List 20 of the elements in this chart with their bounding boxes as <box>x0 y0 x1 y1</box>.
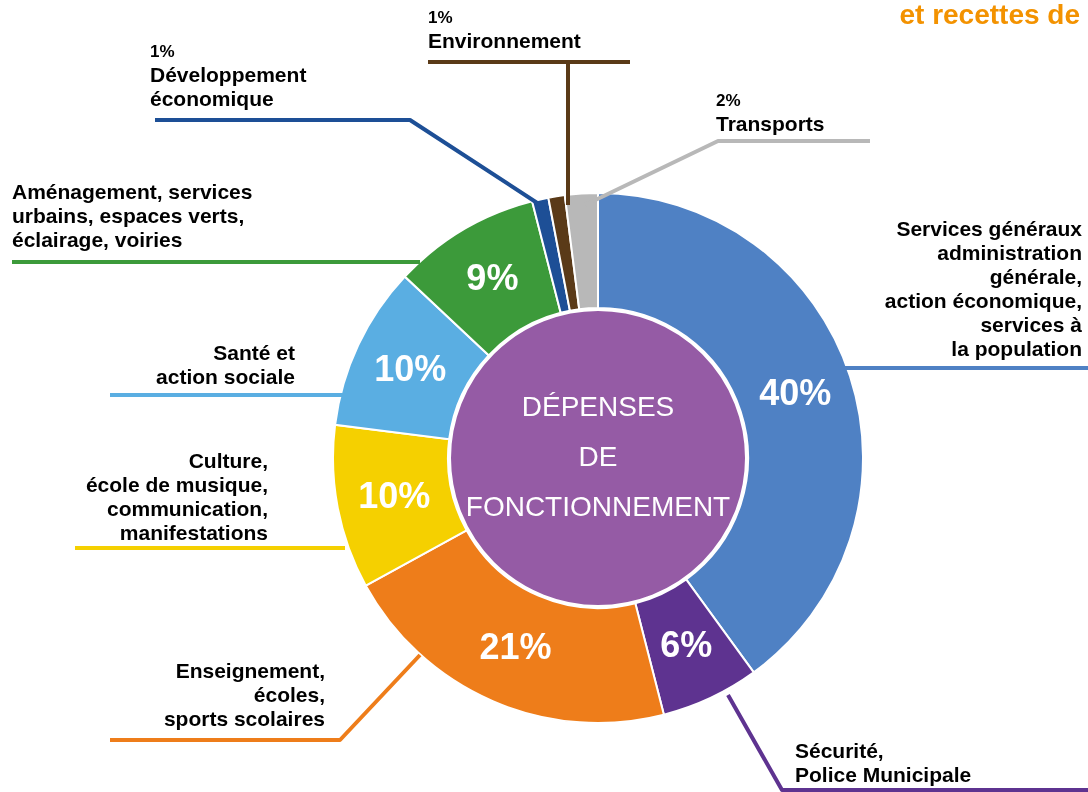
slice-label: Services généraux administration générale, action économique, services à la population <box>884 217 1083 360</box>
data-label: 21% <box>479 626 552 668</box>
slice-label: Sécurité, Police Municipale <box>795 739 972 786</box>
text: et recettes de <box>899 0 1080 30</box>
slice-label: Transports <box>716 112 825 135</box>
slice-label: Enseignement, écoles, sports scolaires <box>163 659 325 730</box>
data-label: 6% <box>660 623 713 665</box>
slice-label: Culture, école de musique, communication, manifestations <box>85 449 268 544</box>
data-label: 10% <box>358 474 431 516</box>
slice-label: Développement économique <box>150 63 307 110</box>
data-label: 9% <box>466 257 519 299</box>
data-label: 1% <box>150 42 175 61</box>
data-label: 40% <box>759 371 832 413</box>
data-label: 1% <box>428 8 453 27</box>
text: DÉPENSES DE FONCTIONNEMENT <box>465 391 731 522</box>
slice-label: Santé et action sociale <box>156 341 295 388</box>
slice-label: Environnement <box>428 29 581 52</box>
data-label: 10% <box>374 347 447 389</box>
slice-label: Aménagement, services urbains, espaces verts, éclairage, voiries <box>12 180 253 251</box>
data-label: 2% <box>716 91 741 110</box>
